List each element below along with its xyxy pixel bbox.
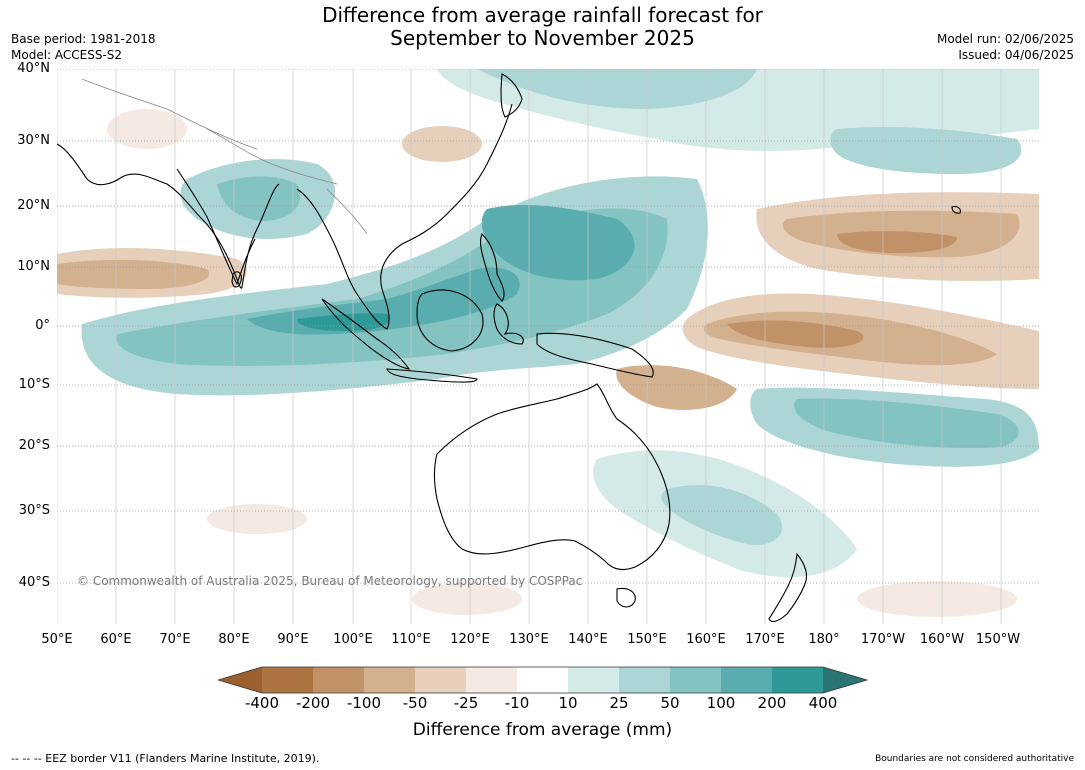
- lon-label-170w: 170°W: [860, 632, 906, 647]
- lat-label-10s: 10°S: [18, 377, 50, 392]
- lon-label-90e: 90°E: [277, 632, 309, 647]
- lon-label-80e: 80°E: [218, 632, 250, 647]
- lon-label-70e: 70°E: [159, 632, 191, 647]
- lon-label-140e: 140°E: [568, 632, 608, 647]
- colorbar-tick-11: 400: [808, 694, 838, 712]
- map-title: Difference from average rainfall forecas…: [0, 4, 1085, 50]
- lat-label-30s: 30°S: [18, 503, 50, 518]
- colorbar-label: Difference from average (mm): [412, 720, 673, 740]
- lon-label-50e: 50°E: [41, 632, 73, 647]
- lon-label-120e: 120°E: [450, 632, 490, 647]
- lon-label-130e: 130°E: [509, 632, 549, 647]
- colorbar-swatch-9: [670, 667, 721, 693]
- colorbar-tick-10: 200: [757, 694, 787, 712]
- base-period-text: Base period: 1981-2018: [11, 32, 156, 46]
- colorbar-swatch-10: [721, 667, 772, 693]
- colorbar-swatch-6: [517, 667, 568, 693]
- lon-label-110e: 110°E: [391, 632, 431, 647]
- lon-label-60e: 60°E: [100, 632, 132, 647]
- colorbar-tick-5: -10: [504, 694, 530, 712]
- colorbar-tick-6: 10: [558, 694, 578, 712]
- colorbar-tick-8: 50: [660, 694, 680, 712]
- lat-label-20s: 20°S: [18, 438, 50, 453]
- boundary-note: Boundaries are not considered authoritat…: [875, 754, 1074, 764]
- colorbar-swatch-0: [218, 667, 262, 693]
- colorbar: [218, 666, 868, 694]
- title-line-2: September to November 2025: [390, 26, 695, 50]
- lon-label-180: 180°: [808, 632, 840, 647]
- lat-label-equator: 0°: [35, 318, 50, 333]
- lon-label-160e: 160°E: [686, 632, 726, 647]
- graticule: [57, 69, 1039, 624]
- lat-label-20n: 20°N: [17, 198, 50, 213]
- coastlines: [57, 73, 961, 623]
- map-canvas: [57, 69, 1039, 624]
- meta-left: Base period: 1981-2018 Model: ACCESS-S2: [11, 31, 156, 63]
- lon-label-160w: 160°W: [919, 632, 965, 647]
- colorbar-tick-7: 25: [609, 694, 629, 712]
- lat-label-40n: 40°N: [17, 61, 50, 76]
- colorbar-swatch-4: [415, 667, 466, 693]
- colorbar-tick-4: -25: [453, 694, 479, 712]
- colorbar-tick-9: 100: [706, 694, 736, 712]
- colorbar-swatch-12: [823, 667, 867, 693]
- colorbar-swatch-11: [772, 667, 823, 693]
- lat-label-10n: 10°N: [17, 259, 50, 274]
- model-text: Model: ACCESS-S2: [11, 48, 123, 62]
- lon-label-170e: 170°E: [745, 632, 785, 647]
- meta-right: Model run: 02/06/2025 Issued: 04/06/2025: [937, 31, 1074, 63]
- colorbar-tick-3: -50: [402, 694, 428, 712]
- colorbar-swatch-3: [364, 667, 415, 693]
- lat-label-40s: 40°S: [18, 575, 50, 590]
- colorbar-swatch-7: [568, 667, 619, 693]
- colorbar-tick-0: -400: [244, 694, 280, 712]
- colorbar-tick-2: -100: [346, 694, 382, 712]
- colorbar-swatch-1: [262, 667, 313, 693]
- country-borders: [81, 78, 368, 235]
- title-line-1: Difference from average rainfall forecas…: [322, 3, 763, 27]
- lat-label-30n: 30°N: [17, 133, 50, 148]
- lon-label-100e: 100°E: [333, 632, 373, 647]
- copyright-text: © Commonwealth of Australia 2025, Bureau…: [77, 574, 583, 588]
- rainfall-map: [57, 69, 1039, 624]
- eez-note: -- -- -- EEZ border V11 (Flanders Marine…: [11, 752, 320, 765]
- anomaly-shading: [57, 69, 1039, 617]
- issued-text: Issued: 04/06/2025: [958, 48, 1074, 62]
- colorbar-swatch-8: [619, 667, 670, 693]
- colorbar-swatch-5: [466, 667, 517, 693]
- colorbar-tick-1: -200: [295, 694, 331, 712]
- lon-label-150e: 150°E: [627, 632, 667, 647]
- colorbar-swatch-2: [313, 667, 364, 693]
- model-run-text: Model run: 02/06/2025: [936, 32, 1074, 46]
- lon-label-150w: 150°W: [975, 632, 1021, 647]
